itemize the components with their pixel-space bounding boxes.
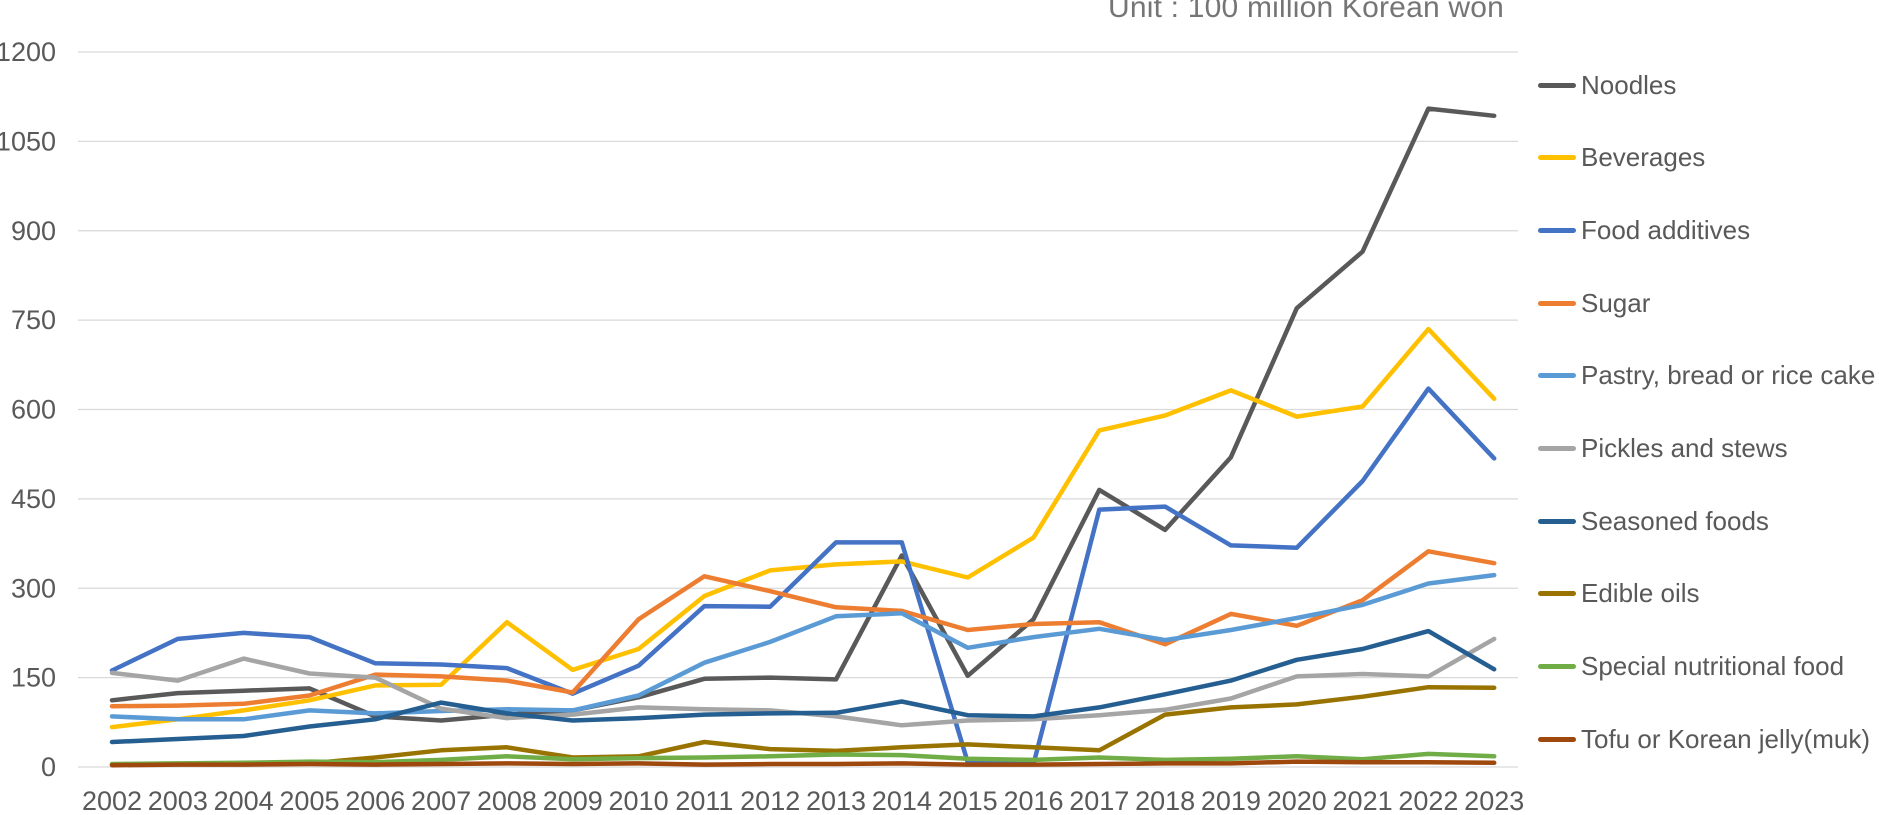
y-tick-label: 1050	[0, 126, 56, 156]
x-tick-label: 2008	[477, 786, 537, 815]
series-line-noodles	[109, 106, 1497, 723]
x-tick-label: 2023	[1464, 786, 1524, 815]
y-tick-label: 450	[11, 484, 56, 514]
x-tick-label: 2003	[148, 786, 208, 815]
x-tick-label: 2009	[543, 786, 603, 815]
series-line-seasoned-foods	[109, 628, 1497, 745]
y-tick-label: 0	[41, 752, 56, 782]
series-line-sugar	[109, 549, 1497, 709]
y-tick-label: 300	[11, 573, 56, 603]
x-tick-label: 2004	[214, 786, 274, 815]
x-tick-label: 2020	[1267, 786, 1327, 815]
x-tick-label: 2002	[82, 786, 142, 815]
y-tick-label: 600	[11, 395, 56, 425]
y-tick-label: 150	[11, 663, 56, 693]
x-tick-label: 2006	[345, 786, 405, 815]
y-tick-label: 750	[11, 305, 56, 335]
x-tick-label: 2012	[740, 786, 800, 815]
x-tick-label: 2019	[1201, 786, 1261, 815]
x-tick-label: 2007	[411, 786, 471, 815]
x-tick-label: 2005	[279, 786, 339, 815]
x-tick-label: 2017	[1069, 786, 1129, 815]
x-tick-label: 2014	[872, 786, 932, 815]
series-line-beverages	[109, 326, 1497, 730]
chart-title: Unit : 100 million Korean won	[1108, 0, 1505, 24]
series-line-tofu-or-korean-jelly-muk-	[109, 759, 1497, 768]
x-tick-label: 2011	[675, 786, 733, 815]
x-tick-label: 2015	[938, 786, 998, 815]
x-tick-label: 2022	[1398, 786, 1458, 815]
series-line-special-nutritional-food	[109, 751, 1497, 767]
y-tick-label: 1200	[0, 37, 56, 67]
x-tick-label: 2021	[1333, 786, 1393, 815]
x-tick-label: 2010	[609, 786, 669, 815]
series-line-pastry-bread-or-rice-cake	[109, 572, 1497, 722]
x-tick-label: 2018	[1135, 786, 1195, 815]
series-line-food-additives	[109, 386, 1497, 767]
y-tick-label: 900	[11, 216, 56, 246]
x-tick-label: 2016	[1003, 786, 1063, 815]
x-tick-label: 2013	[806, 786, 866, 815]
